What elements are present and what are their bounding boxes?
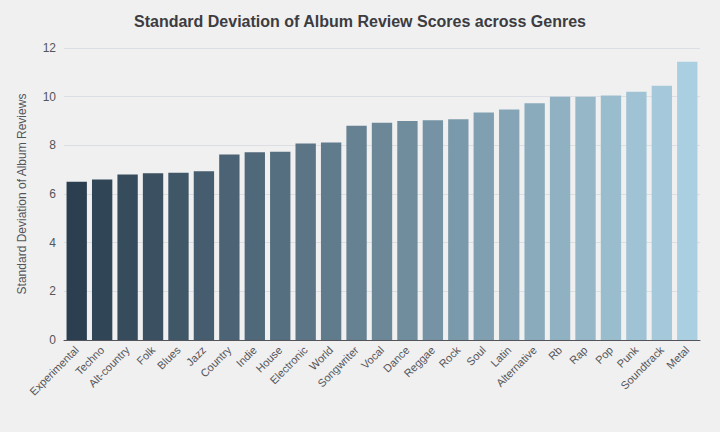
svg-text:Punk: Punk xyxy=(614,343,641,370)
svg-text:Soundtrack: Soundtrack xyxy=(618,343,666,391)
svg-text:12: 12 xyxy=(43,41,57,55)
svg-text:Latin: Latin xyxy=(488,343,514,370)
svg-text:10: 10 xyxy=(43,90,57,104)
svg-text:Reggae: Reggae xyxy=(401,344,437,380)
svg-text:Electronic: Electronic xyxy=(267,343,310,386)
svg-text:Vocal: Vocal xyxy=(358,343,387,372)
svg-text:Standard Deviation of Album Re: Standard Deviation of Album Review Score… xyxy=(134,13,586,30)
svg-text:4: 4 xyxy=(49,236,56,250)
svg-text:Rock: Rock xyxy=(436,343,463,370)
svg-text:Experimental: Experimental xyxy=(27,344,81,398)
svg-text:Country: Country xyxy=(198,343,234,379)
svg-text:Techno: Techno xyxy=(72,343,107,378)
svg-text:Folk: Folk xyxy=(134,343,158,367)
svg-text:Jazz: Jazz xyxy=(183,343,209,369)
svg-text:House: House xyxy=(253,343,285,375)
svg-text:Pop: Pop xyxy=(593,344,615,366)
svg-text:Blues: Blues xyxy=(155,343,183,371)
svg-text:World: World xyxy=(306,343,336,373)
svg-text:Alt-country: Alt-country xyxy=(86,343,132,389)
svg-text:0: 0 xyxy=(49,333,56,347)
svg-text:Songwriter: Songwriter xyxy=(315,344,361,390)
svg-text:Indie: Indie xyxy=(233,343,259,370)
svg-text:Soul: Soul xyxy=(464,344,488,368)
svg-text:6: 6 xyxy=(49,187,56,201)
svg-text:Metal: Metal xyxy=(664,344,691,371)
svg-text:Rap: Rap xyxy=(567,344,590,367)
svg-text:Dance: Dance xyxy=(380,343,412,375)
svg-text:Alternative: Alternative xyxy=(494,344,539,389)
svg-text:Rb: Rb xyxy=(546,344,564,362)
svg-text:Standard Deviation of Album Re: Standard Deviation of Album Reviews xyxy=(15,94,29,295)
svg-text:8: 8 xyxy=(49,138,56,152)
svg-text:2: 2 xyxy=(49,284,56,298)
